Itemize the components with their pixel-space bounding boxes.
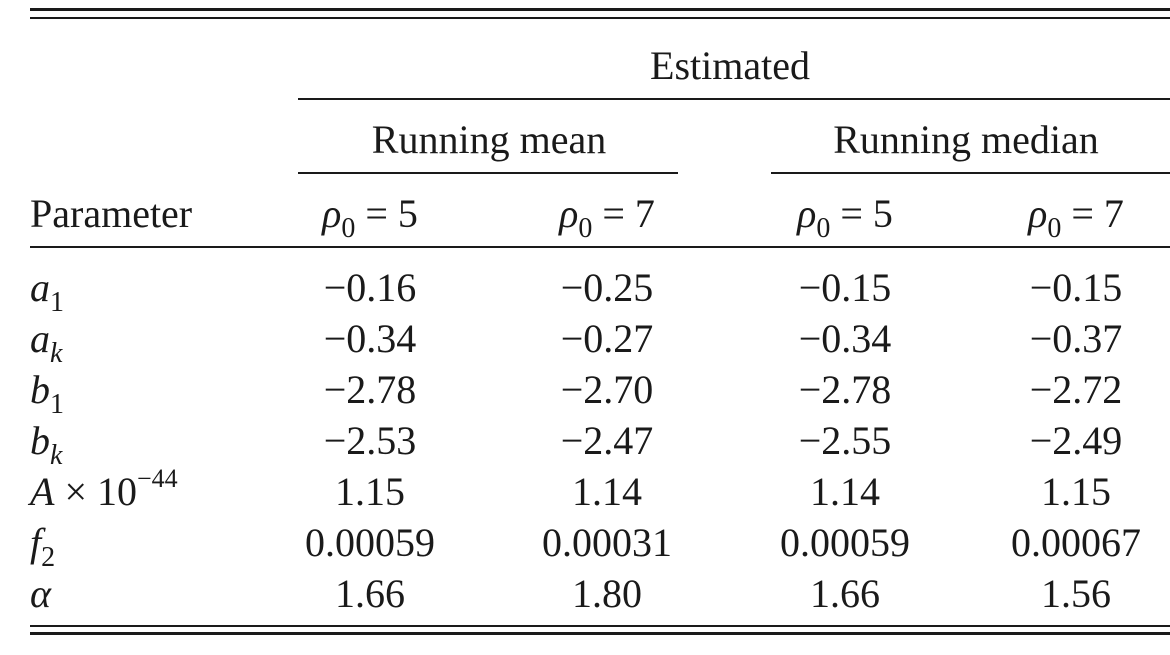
parameter-symbol: f <box>30 520 42 565</box>
parameter-multiplier: × 10 <box>54 469 137 514</box>
table-cell: 1.56 <box>1041 571 1111 616</box>
parameter-cell: ak <box>30 316 62 368</box>
parameter-subscript: 2 <box>41 542 56 573</box>
running-median-rule <box>771 172 1170 174</box>
rho-subscript: 0 <box>578 213 593 244</box>
header-rule <box>30 246 1170 248</box>
table-cell: 0.00059 <box>780 520 910 565</box>
parameter-cell: α <box>30 574 51 614</box>
subgroup-running-mean: Running mean <box>371 117 607 162</box>
table-cell: −0.27 <box>560 316 654 361</box>
column-header-rho: ρ0 = 5 <box>322 191 418 243</box>
table-cell: −2.47 <box>560 418 654 463</box>
table-cell: 1.66 <box>810 571 880 616</box>
rho-symbol: ρ <box>322 191 342 236</box>
table-cell: −2.72 <box>1029 367 1123 412</box>
rho-symbol: ρ <box>1028 191 1048 236</box>
parameter-cell: bk <box>30 418 62 470</box>
table-cell: −2.78 <box>323 367 417 412</box>
table-cell: 0.00031 <box>542 520 672 565</box>
table-cell: −0.37 <box>1029 316 1123 361</box>
bottom-rule-1 <box>30 625 1170 627</box>
parameter-subscript: k <box>50 440 63 471</box>
top-rule-1 <box>30 8 1170 11</box>
rho-subscript: 0 <box>816 213 831 244</box>
table-cell: −2.55 <box>798 418 892 463</box>
rho-value: = 5 <box>830 191 893 236</box>
parameter-symbol: b <box>30 367 50 412</box>
parameter-symbol: a <box>30 316 50 361</box>
parameter-subscript: 1 <box>50 389 64 420</box>
table-cell: 1.14 <box>572 469 642 514</box>
parameter-cell: b1 <box>30 367 64 419</box>
column-header-rho: ρ0 = 5 <box>797 191 893 243</box>
column-header-rho: ρ0 = 7 <box>559 191 655 243</box>
rho-value: = 5 <box>355 191 418 236</box>
table-cell: 1.66 <box>335 571 405 616</box>
table-cell: −0.34 <box>798 316 892 361</box>
running-mean-rule <box>298 172 678 174</box>
parameter-subscript: k <box>50 338 63 369</box>
table-cell: −2.53 <box>323 418 417 463</box>
table-cell: −2.70 <box>560 367 654 412</box>
table-cell: −0.16 <box>323 265 417 310</box>
group-header: Estimated <box>650 43 810 88</box>
parameter-cell: f2 <box>30 520 55 572</box>
parameter-exponent: −44 <box>137 464 178 493</box>
table-cell: 0.00067 <box>1011 520 1141 565</box>
rho-subscript: 0 <box>1047 213 1062 244</box>
parameter-symbol: a <box>30 265 50 310</box>
rho-value: = 7 <box>592 191 655 236</box>
table-cell: 1.80 <box>572 571 642 616</box>
parameter-symbol: α <box>30 571 51 616</box>
table-cell: 1.15 <box>335 469 405 514</box>
estimated-rule <box>298 98 1170 100</box>
rho-symbol: ρ <box>797 191 817 236</box>
parameter-subscript: 1 <box>50 287 64 318</box>
top-rule-2 <box>30 17 1170 19</box>
table-cell: 0.00059 <box>305 520 435 565</box>
table-cell: −0.15 <box>798 265 892 310</box>
column-header-rho: ρ0 = 7 <box>1028 191 1124 243</box>
parameter-cell: a1 <box>30 265 64 317</box>
table-cell: −2.78 <box>798 367 892 412</box>
parameter-symbol: A <box>30 469 55 514</box>
parameter-header: Parameter <box>30 191 193 236</box>
table-cell: −2.49 <box>1029 418 1123 463</box>
table-cell: −0.25 <box>560 265 654 310</box>
table-cell: −0.34 <box>323 316 417 361</box>
rho-subscript: 0 <box>341 213 356 244</box>
rho-value: = 7 <box>1061 191 1124 236</box>
table-cell: 1.14 <box>810 469 880 514</box>
table-cell: 1.15 <box>1041 469 1111 514</box>
subgroup-running-median: Running median <box>833 117 1099 162</box>
table-cell: −0.15 <box>1029 265 1123 310</box>
rho-symbol: ρ <box>559 191 579 236</box>
parameter-cell: A × 10−44 <box>30 466 178 514</box>
parameter-symbol: b <box>30 418 50 463</box>
bottom-rule-2 <box>30 632 1170 635</box>
